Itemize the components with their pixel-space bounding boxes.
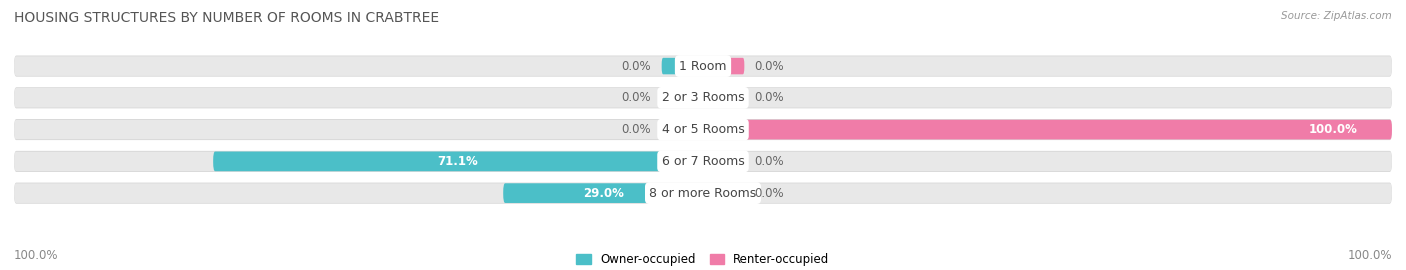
FancyBboxPatch shape: [14, 119, 1392, 140]
Text: 100.0%: 100.0%: [1309, 123, 1358, 136]
Text: 0.0%: 0.0%: [621, 91, 651, 104]
FancyBboxPatch shape: [14, 120, 1392, 139]
Text: HOUSING STRUCTURES BY NUMBER OF ROOMS IN CRABTREE: HOUSING STRUCTURES BY NUMBER OF ROOMS IN…: [14, 11, 439, 25]
FancyBboxPatch shape: [703, 58, 744, 74]
Text: 29.0%: 29.0%: [582, 187, 623, 200]
FancyBboxPatch shape: [703, 90, 744, 106]
FancyBboxPatch shape: [662, 121, 703, 138]
Text: 4 or 5 Rooms: 4 or 5 Rooms: [662, 123, 744, 136]
FancyBboxPatch shape: [503, 183, 703, 203]
Text: 6 or 7 Rooms: 6 or 7 Rooms: [662, 155, 744, 168]
Text: Source: ZipAtlas.com: Source: ZipAtlas.com: [1281, 11, 1392, 21]
Text: 0.0%: 0.0%: [755, 60, 785, 73]
FancyBboxPatch shape: [703, 185, 744, 201]
Text: 0.0%: 0.0%: [755, 155, 785, 168]
FancyBboxPatch shape: [14, 56, 1392, 76]
FancyBboxPatch shape: [14, 88, 1392, 108]
FancyBboxPatch shape: [14, 151, 1392, 171]
FancyBboxPatch shape: [662, 58, 703, 74]
Text: 2 or 3 Rooms: 2 or 3 Rooms: [662, 91, 744, 104]
Text: 100.0%: 100.0%: [14, 249, 59, 262]
Text: 0.0%: 0.0%: [621, 123, 651, 136]
FancyBboxPatch shape: [14, 56, 1392, 77]
Text: 0.0%: 0.0%: [755, 91, 785, 104]
FancyBboxPatch shape: [14, 87, 1392, 108]
FancyBboxPatch shape: [14, 183, 1392, 203]
FancyBboxPatch shape: [703, 153, 744, 170]
FancyBboxPatch shape: [662, 90, 703, 106]
Text: 8 or more Rooms: 8 or more Rooms: [650, 187, 756, 200]
Legend: Owner-occupied, Renter-occupied: Owner-occupied, Renter-occupied: [576, 253, 830, 266]
Text: 100.0%: 100.0%: [1347, 249, 1392, 262]
FancyBboxPatch shape: [14, 151, 1392, 172]
FancyBboxPatch shape: [14, 183, 1392, 204]
FancyBboxPatch shape: [214, 151, 703, 171]
Text: 1 Room: 1 Room: [679, 60, 727, 73]
Text: 71.1%: 71.1%: [437, 155, 478, 168]
Text: 0.0%: 0.0%: [621, 60, 651, 73]
Text: 0.0%: 0.0%: [755, 187, 785, 200]
FancyBboxPatch shape: [703, 120, 1392, 139]
